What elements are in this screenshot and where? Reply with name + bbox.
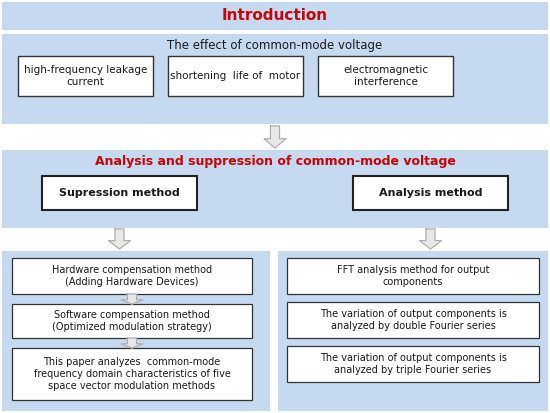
Bar <box>18 56 153 96</box>
Bar <box>278 251 548 411</box>
Bar <box>12 304 252 338</box>
Polygon shape <box>121 338 143 348</box>
Bar <box>12 348 252 400</box>
Bar <box>12 258 252 294</box>
Text: high-frequency leakage
current: high-frequency leakage current <box>24 65 147 87</box>
Text: electromagnetic
interference: electromagnetic interference <box>343 65 428 87</box>
Text: The variation of output components is
analyzed by double Fourier series: The variation of output components is an… <box>320 309 507 331</box>
Bar <box>42 176 197 210</box>
Text: Supression method: Supression method <box>59 188 180 198</box>
Bar <box>2 150 548 228</box>
Bar <box>168 56 303 96</box>
Polygon shape <box>108 229 130 249</box>
Bar <box>287 258 539 294</box>
Polygon shape <box>121 294 143 304</box>
Text: Analysis and suppression of common-mode voltage: Analysis and suppression of common-mode … <box>95 156 455 169</box>
Text: Software compensation method
(Optimized modulation strategy): Software compensation method (Optimized … <box>52 310 212 332</box>
Polygon shape <box>264 126 286 148</box>
Polygon shape <box>420 229 442 249</box>
Bar <box>2 34 548 124</box>
Text: Introduction: Introduction <box>222 9 328 24</box>
Text: Hardware compensation method
(Adding Hardware Devices): Hardware compensation method (Adding Har… <box>52 265 212 287</box>
Text: The effect of common-mode voltage: The effect of common-mode voltage <box>167 38 383 52</box>
Bar <box>353 176 508 210</box>
Text: shortening  life of  motor: shortening life of motor <box>170 71 300 81</box>
Text: This paper analyzes  common-mode
frequency domain characteristics of five
space : This paper analyzes common-mode frequenc… <box>34 356 230 392</box>
Bar <box>318 56 453 96</box>
Bar <box>2 2 548 30</box>
Bar <box>287 302 539 338</box>
Bar <box>287 346 539 382</box>
Bar <box>2 251 270 411</box>
Text: The variation of output components is
analyzed by triple Fourier series: The variation of output components is an… <box>320 353 507 375</box>
Text: FFT analysis method for output
components: FFT analysis method for output component… <box>337 265 490 287</box>
Text: Analysis method: Analysis method <box>379 188 482 198</box>
